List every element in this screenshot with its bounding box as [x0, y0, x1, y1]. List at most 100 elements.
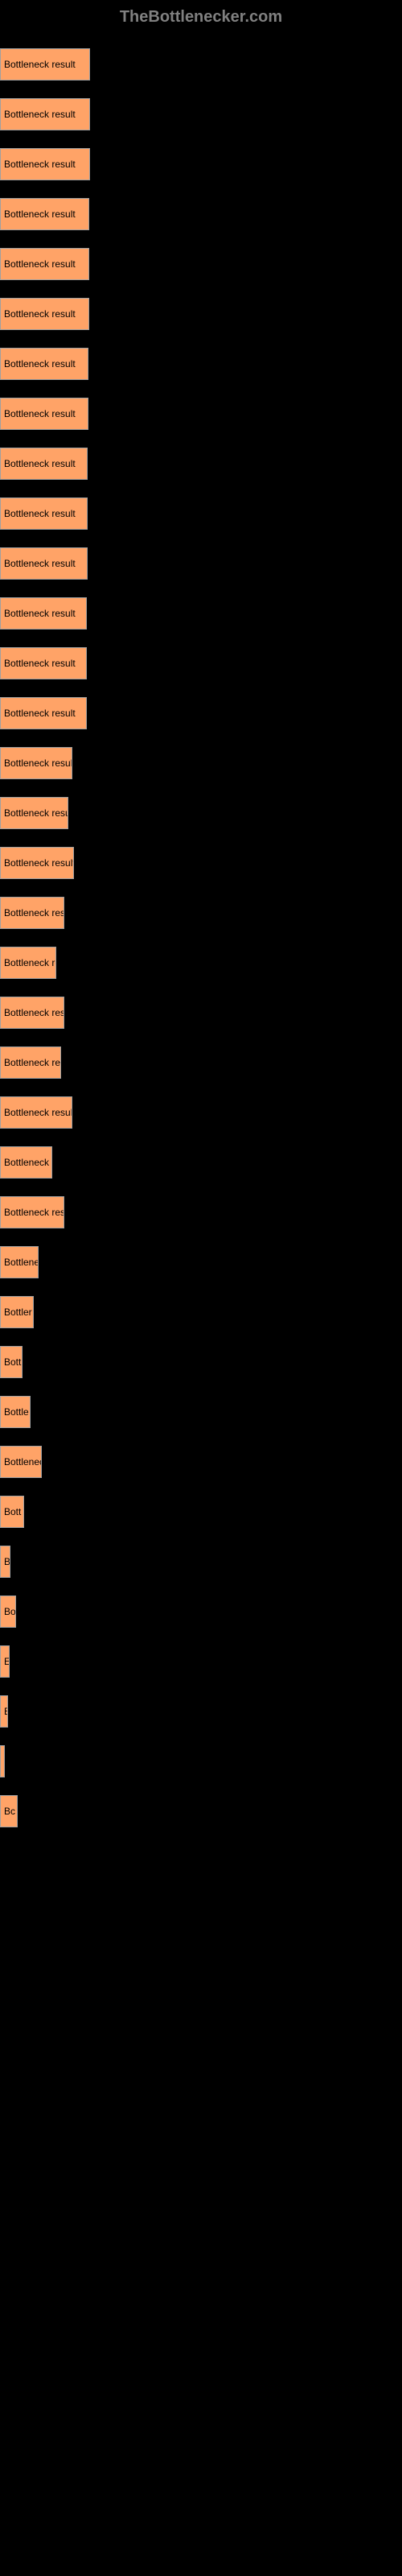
bar-gap — [0, 929, 402, 947]
bar-label: Bottleneck result — [4, 508, 76, 519]
bar-label: Bottleneck result — [4, 708, 76, 719]
bar-label: Bottlene — [4, 1257, 39, 1268]
bar-label: Bottle — [4, 1406, 29, 1418]
bar-item: E — [0, 1645, 10, 1678]
bar-item: Bottleneck result — [0, 348, 88, 380]
bar-item: Bottleneck result — [0, 148, 90, 180]
bar-label: Bottleneck result — [4, 408, 76, 419]
bar-label: Bottleneck result — [4, 159, 76, 170]
bar-gap — [0, 280, 402, 298]
bar-gap — [0, 180, 402, 198]
bar-gap — [0, 1129, 402, 1146]
bar-label: Bc — [4, 1806, 15, 1817]
bar-label: Bottleneck result — [4, 109, 76, 120]
bar-gap — [0, 1728, 402, 1745]
bar-item: Bottleneck resu — [0, 997, 64, 1029]
bar-gap — [0, 480, 402, 497]
bar-label: Bottleneck resu — [4, 1207, 64, 1218]
bar-item: Bottleneck result — [0, 448, 88, 480]
bar-gap — [0, 330, 402, 348]
bar-item: B — [0, 1546, 10, 1578]
bar-item: Bottleneck result — [0, 398, 88, 430]
bar-item: Bottleneck result — [0, 48, 90, 80]
bar-item: Bottleneck result — [0, 198, 89, 230]
bar-label: Bottleneck result — [4, 758, 72, 769]
bar-label: Bott — [4, 1506, 21, 1517]
bar-label: Bottleneck resu — [4, 1007, 64, 1018]
bar-label: Bottleneck result — [4, 857, 74, 869]
bar-item: Bottleneck result — [0, 747, 72, 779]
bar-gap — [0, 1228, 402, 1246]
bar-gap — [0, 879, 402, 897]
bar-item: Bottle — [0, 1396, 31, 1428]
bar-item: E — [0, 1695, 8, 1728]
bar-label: E — [4, 1656, 10, 1667]
bar-item: Bottleneck result — [0, 847, 74, 879]
bar-chart: Bottleneck result Bottleneck result Bottle… — [0, 31, 402, 1827]
bar-label: Bottleneck result — [4, 807, 68, 819]
bar-label: Bottleneck res — [4, 1057, 61, 1068]
bar-gap — [0, 1029, 402, 1046]
bar-item: Bottleneck result — [0, 597, 87, 630]
bar-gap — [0, 530, 402, 547]
bar-label: Bottleneck r — [4, 1157, 52, 1168]
bar-gap — [0, 230, 402, 248]
bar-label: Bottleneck result — [4, 358, 76, 369]
bar-gap — [0, 779, 402, 797]
bar-label: Bottleneck result — [4, 1107, 72, 1118]
bar-label: Bottleneck result — [4, 308, 76, 320]
bar-label: Bottleneck result — [4, 258, 76, 270]
bar-gap — [0, 80, 402, 98]
bar-label: Bottleneck resu — [4, 907, 64, 919]
bar-gap — [0, 729, 402, 747]
bar-item: Bott — [0, 1346, 23, 1378]
bar-label: Bottlenec — [4, 1456, 42, 1468]
bar-label: E — [4, 1706, 8, 1717]
bar-gap — [0, 130, 402, 148]
bar-gap — [0, 1378, 402, 1396]
bar-label: Bottleneck result — [4, 658, 76, 669]
bar-gap — [0, 1628, 402, 1645]
bar-item: Bott — [0, 1496, 24, 1528]
bar-label: Bottleneck result — [4, 208, 76, 220]
bar-label: Bottler — [4, 1307, 32, 1318]
bar-item: Bottleneck result — [0, 248, 89, 280]
bar-item: Bottleneck result — [0, 298, 89, 330]
bar-item: Bottleneck result — [0, 647, 87, 679]
bar-label: Bottleneck result — [4, 558, 76, 569]
bar-label: B — [4, 1556, 10, 1567]
bar-gap — [0, 1678, 402, 1695]
bar-label: Bott — [4, 1356, 21, 1368]
bar-item: Bottleneck result — [0, 497, 88, 530]
bar-item: Bottleneck res — [0, 1046, 61, 1079]
bar-item — [0, 1745, 5, 1777]
bar-item: Bottleneck resu — [0, 1196, 64, 1228]
bar-gap — [0, 1079, 402, 1096]
bar-item: Bc — [0, 1795, 18, 1827]
bar-gap — [0, 1777, 402, 1795]
bar-gap — [0, 1528, 402, 1546]
bar-gap — [0, 430, 402, 448]
bar-item: Bottleneck result — [0, 697, 87, 729]
bar-gap — [0, 580, 402, 597]
bar-item: Bottleneck result — [0, 797, 68, 829]
bar-gap — [0, 979, 402, 997]
bar-gap — [0, 1478, 402, 1496]
bar-gap — [0, 1278, 402, 1296]
bar-gap — [0, 31, 402, 48]
bar-gap — [0, 829, 402, 847]
bar-item: Bo — [0, 1596, 16, 1628]
bar-item: Bottleneck r — [0, 1146, 52, 1179]
bar-item: Bottleneck result — [0, 1096, 72, 1129]
bar-item: Bottleneck result — [0, 98, 90, 130]
bar-label: Bottleneck result — [4, 59, 76, 70]
bar-label: Bo — [4, 1606, 16, 1617]
bar-gap — [0, 679, 402, 697]
bar-item: Bottleneck resu — [0, 897, 64, 929]
bar-label: Bottleneck result — [4, 458, 76, 469]
watermark-text: TheBottlenecker.com — [0, 0, 402, 31]
bar-gap — [0, 1179, 402, 1196]
bar-gap — [0, 1578, 402, 1596]
bar-item: Bottlenec — [0, 1446, 42, 1478]
bar-item: Bottler — [0, 1296, 34, 1328]
